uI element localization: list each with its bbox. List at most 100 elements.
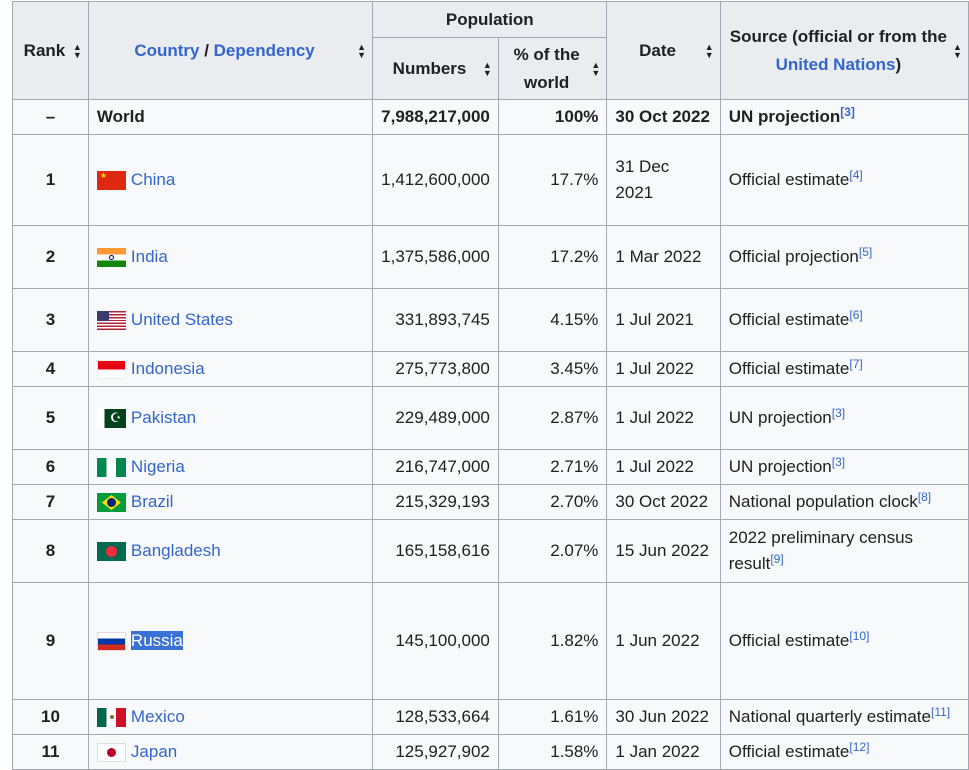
country-link[interactable]: India xyxy=(130,247,168,266)
reference-link[interactable]: [7] xyxy=(849,357,863,371)
date-cell: 1 Jul 2021 xyxy=(606,288,721,352)
table-row: 2 India 1,375,586,000 17.2% 1 Mar 2022 Offici… xyxy=(12,225,969,289)
reference-link[interactable]: [3] xyxy=(831,406,846,420)
percent-header[interactable]: % of the world ▲ ▼ xyxy=(497,37,608,100)
reference-link[interactable]: [11] xyxy=(930,705,951,719)
country-cell: Brazil xyxy=(87,484,374,520)
country-link[interactable]: Nigeria xyxy=(130,457,185,476)
date-cell: 1 Jul 2022 xyxy=(606,449,721,485)
date-cell: 1 Jan 2022 xyxy=(606,734,721,770)
source-cell: 2022 preliminary census result[9] xyxy=(719,519,969,583)
country-link[interactable]: Brazil xyxy=(130,492,174,511)
country-separator: / xyxy=(199,40,214,60)
rank-cell: 7 xyxy=(12,484,89,520)
reference-link[interactable]: [9] xyxy=(770,552,784,566)
date-cell: 1 Jul 2022 xyxy=(606,386,721,450)
percent-cell: 1.58% xyxy=(497,734,608,770)
rank-cell: 2 xyxy=(12,225,89,289)
source-text: Official estimate xyxy=(728,359,850,378)
sort-icon[interactable]: ▲ ▼ xyxy=(704,41,714,60)
source-cell: UN projection[3] xyxy=(719,386,969,450)
country-header[interactable]: Country / Dependency ▲ ▼ xyxy=(87,1,374,100)
number-cell: 331,893,745 xyxy=(372,288,499,352)
rank-cell: 10 xyxy=(12,699,89,735)
reference-link[interactable]: [4] xyxy=(849,168,863,182)
sort-icon[interactable]: ▲ ▼ xyxy=(357,41,367,60)
reference-link[interactable]: [12] xyxy=(849,740,870,754)
brazil-flag-icon xyxy=(96,493,126,513)
date-cell: 1 Jun 2022 xyxy=(606,582,721,700)
numbers-header[interactable]: Numbers ▲ ▼ xyxy=(372,37,499,100)
sort-icon[interactable]: ▲ ▼ xyxy=(591,59,601,78)
number-cell: 216,747,000 xyxy=(372,449,499,485)
country-cell: India xyxy=(87,225,374,289)
date-cell: 1 Jul 2022 xyxy=(606,351,721,387)
source-text: UN projection xyxy=(728,107,841,126)
date-header[interactable]: Date ▲ ▼ xyxy=(606,1,721,100)
country-link[interactable]: Indonesia xyxy=(130,359,205,378)
percent-cell: 1.61% xyxy=(497,699,608,735)
number-cell: 125,927,902 xyxy=(372,734,499,770)
china-flag-icon xyxy=(96,171,126,191)
number-cell: 7,988,217,000 xyxy=(372,99,499,135)
country-link[interactable]: Russia xyxy=(130,631,183,650)
country-cell: Mexico xyxy=(87,699,374,735)
percent-cell: 4.15% xyxy=(497,288,608,352)
united-states-flag-icon xyxy=(96,311,126,331)
table-row: 11 Japan 125,927,902 1.58% 1 Jan 2022 Officia… xyxy=(12,734,969,770)
rank-cell: 3 xyxy=(12,288,89,352)
bangladesh-flag-icon xyxy=(96,542,126,562)
rank-cell: 4 xyxy=(12,351,89,387)
reference-link[interactable]: [10] xyxy=(849,629,870,643)
table-row: 10 Mexico 128,533,664 1.61% 30 Jun 2022 Natio… xyxy=(12,699,969,735)
population-header: Population xyxy=(372,1,608,38)
source-header-prefix: Source (official or from the xyxy=(729,26,947,46)
source-cell: National quarterly estimate[11] xyxy=(719,699,969,735)
source-cell: Official estimate[12] xyxy=(719,734,969,770)
united-nations-link[interactable]: United Nations xyxy=(775,54,896,74)
reference-link[interactable]: [8] xyxy=(917,490,932,504)
date-cell: 30 Oct 2022 xyxy=(606,99,721,135)
number-cell: 1,412,600,000 xyxy=(372,134,499,226)
date-cell: 30 Oct 2022 xyxy=(606,484,721,520)
reference-link[interactable]: [3] xyxy=(831,455,846,469)
country-link[interactable]: China xyxy=(130,170,176,189)
table-row: 6 Nigeria 216,747,000 2.71% 1 Jul 2022 UN pro… xyxy=(12,449,969,485)
source-text: Official estimate xyxy=(728,631,850,650)
country-cell: World xyxy=(87,99,374,135)
country-cell: Russia xyxy=(87,582,374,700)
table-row: 9 Russia 145,100,000 1.82% 1 Jun 2022 Officia… xyxy=(12,582,969,700)
sort-icon[interactable]: ▲ ▼ xyxy=(72,41,82,60)
rank-cell: 5 xyxy=(12,386,89,450)
source-text: National population clock xyxy=(728,492,918,511)
dependency-link[interactable]: Dependency xyxy=(213,40,315,60)
reference-link[interactable]: [6] xyxy=(849,308,863,322)
country-link[interactable]: United States xyxy=(130,310,233,329)
source-header[interactable]: Source (official or from the United Nati… xyxy=(719,1,969,100)
rank-header[interactable]: Rank ▲ ▼ xyxy=(12,1,89,100)
country-cell: Indonesia xyxy=(87,351,374,387)
source-text: Official projection xyxy=(728,247,859,266)
source-cell: UN projection[3] xyxy=(719,99,969,135)
table-row: 8 Bangladesh 165,158,616 2.07% 15 Jun 2022 20… xyxy=(12,519,969,583)
country-link[interactable]: Japan xyxy=(130,742,178,761)
rank-cell: 1 xyxy=(12,134,89,226)
number-cell: 128,533,664 xyxy=(372,699,499,735)
source-text: National quarterly estimate xyxy=(728,707,931,726)
country-link[interactable]: Pakistan xyxy=(130,408,197,427)
sort-icon[interactable]: ▲ ▼ xyxy=(953,41,962,60)
country-link[interactable]: Country xyxy=(134,40,200,60)
source-cell: Official estimate[10] xyxy=(719,582,969,700)
reference-link[interactable]: [3] xyxy=(840,105,855,119)
date-cell: 1 Mar 2022 xyxy=(606,225,721,289)
source-cell: Official estimate[7] xyxy=(719,351,969,387)
reference-link[interactable]: [5] xyxy=(858,245,873,259)
rank-cell: 6 xyxy=(12,449,89,485)
sort-icon[interactable]: ▲ ▼ xyxy=(482,59,492,78)
source-cell: UN projection[3] xyxy=(719,449,969,485)
country-link[interactable]: Bangladesh xyxy=(130,541,221,560)
world-row: – World 7,988,217,000 100% 30 Oct 2022 U… xyxy=(12,99,969,135)
country-link[interactable]: Mexico xyxy=(130,707,185,726)
rank-cell: 8 xyxy=(12,519,89,583)
